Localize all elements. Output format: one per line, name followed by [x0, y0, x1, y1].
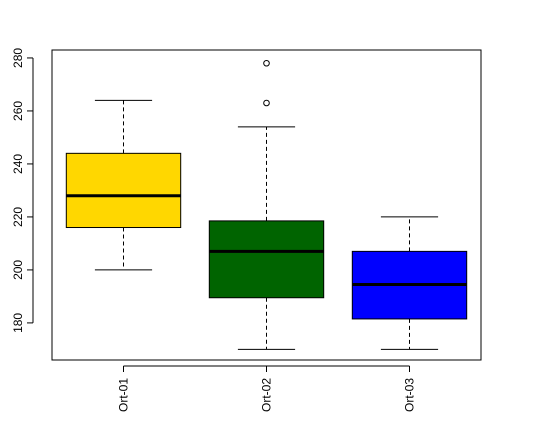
plot-frame: [51, 49, 482, 361]
x-tick-label-ort-01: Ort-01: [117, 378, 131, 412]
box-group: [65, 59, 468, 350]
y-tick-label: 280: [11, 48, 25, 68]
y-tick-label: 200: [11, 260, 25, 280]
y-tick-label: 260: [11, 101, 25, 121]
box-ort-03: [351, 216, 468, 350]
outlier-point: [263, 99, 270, 107]
x-tick-label-ort-03: Ort-03: [403, 378, 417, 412]
x-axis: Ort-01 Ort-02 Ort-03: [117, 365, 417, 412]
box-ort-01: [65, 99, 182, 271]
y-axis: 180 200 220 240 260 280: [11, 48, 34, 333]
y-tick-label: 180: [11, 313, 25, 333]
box-ort-02: [208, 59, 325, 350]
y-tick-label: 240: [11, 154, 25, 174]
y-tick-label: 220: [11, 207, 25, 227]
iqr-box: [65, 152, 182, 229]
iqr-box: [208, 220, 325, 299]
outlier-point: [263, 59, 270, 67]
x-tick-label-ort-02: Ort-02: [260, 378, 274, 412]
